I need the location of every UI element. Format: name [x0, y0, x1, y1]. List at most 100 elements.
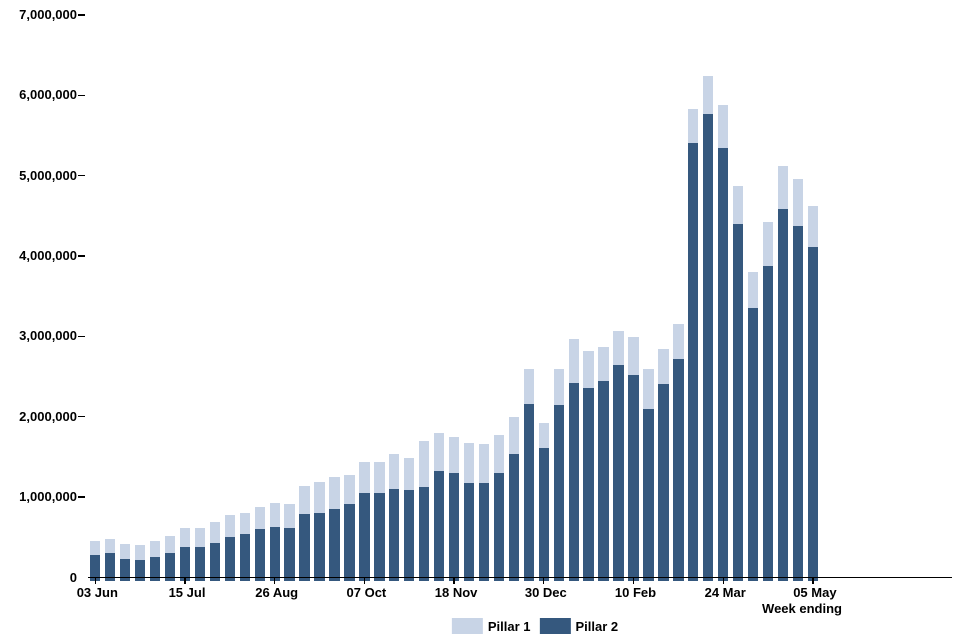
- bar-segment-pillar2: [90, 554, 101, 581]
- bar-segment-pillar2: [688, 142, 699, 581]
- bar: [493, 435, 505, 581]
- bar-segment-pillar1: [688, 108, 699, 143]
- bar-segment-pillar1: [90, 541, 101, 555]
- bar-segment-pillar1: [359, 461, 370, 494]
- bar: [598, 346, 609, 581]
- bar: [224, 515, 236, 581]
- bar: [658, 349, 669, 581]
- bar-segment-pillar1: [314, 481, 325, 514]
- bar: [404, 457, 415, 581]
- bar-segment-pillar2: [762, 266, 774, 581]
- bar: [105, 538, 116, 581]
- bar-segment-pillar2: [344, 503, 355, 581]
- y-axis-label: 7,000,000: [19, 7, 77, 23]
- bar-segment-pillar2: [568, 382, 579, 581]
- legend-swatch-pillar2: [539, 618, 571, 634]
- x-axis-tick: [184, 577, 186, 584]
- bar-segment-pillar2: [732, 224, 744, 581]
- bar: [553, 368, 564, 581]
- bar-segment-pillar1: [643, 368, 654, 410]
- bar: [329, 477, 340, 581]
- bar-segment-pillar2: [508, 453, 520, 581]
- bar: [807, 206, 819, 581]
- y-axis-tick: [78, 416, 85, 418]
- bar: [643, 368, 654, 581]
- x-axis-label: 03 Jun: [76, 585, 118, 600]
- bar-segment-pillar2: [134, 560, 146, 581]
- y-axis-tick: [78, 94, 85, 97]
- bar-segment-pillar1: [120, 544, 131, 559]
- y-axis-tick: [78, 335, 85, 338]
- y-axis-label: 1,000,000: [19, 489, 77, 505]
- bar-segment-pillar1: [269, 502, 280, 528]
- bar-segment-pillar1: [493, 435, 505, 473]
- bar: [284, 504, 295, 581]
- legend-swatch-pillar1: [451, 618, 483, 634]
- bar-segment-pillar1: [239, 513, 250, 535]
- bar-segment-pillar2: [254, 529, 265, 581]
- bar-segment-pillar1: [149, 540, 161, 558]
- x-axis-tick: [274, 577, 276, 584]
- bar-segment-pillar1: [732, 186, 744, 225]
- bar-segment-pillar1: [105, 538, 116, 554]
- bar-segment-pillar2: [658, 384, 669, 581]
- bar-segment-pillar2: [209, 542, 221, 581]
- bar-segment-pillar1: [478, 444, 490, 483]
- bar-segment-pillar1: [419, 440, 430, 488]
- bar: [179, 527, 191, 581]
- bar: [239, 513, 250, 581]
- bar-segment-pillar1: [568, 339, 579, 383]
- bar-segment-pillar2: [792, 225, 804, 581]
- bar: [508, 416, 520, 581]
- bar-segment-pillar2: [538, 447, 549, 581]
- bar-segment-pillar2: [224, 536, 236, 581]
- y-axis-tick: [78, 255, 85, 257]
- x-axis-label: 24 Mar: [704, 585, 746, 600]
- x-axis-label: 05 May: [793, 585, 837, 600]
- x-axis-label: 26 Aug: [255, 585, 299, 600]
- y-axis-label: 5,000,000: [19, 167, 77, 183]
- bar: [673, 324, 684, 581]
- bar-segment-pillar1: [718, 105, 729, 148]
- legend-label-pillar1: Pillar 1: [487, 618, 531, 634]
- bar-segment-pillar1: [134, 545, 146, 561]
- bar-segment-pillar1: [538, 422, 549, 448]
- bar-segment-pillar2: [478, 482, 490, 581]
- bar-segment-pillar1: [209, 522, 221, 543]
- y-axis-label: 4,000,000: [19, 248, 77, 264]
- bar: [538, 422, 549, 581]
- bar-segment-pillar1: [299, 485, 310, 514]
- bar: [149, 540, 161, 581]
- bar-segment-pillar1: [807, 206, 819, 247]
- bar-segment-pillar2: [583, 388, 594, 581]
- bar-segment-pillar2: [194, 546, 206, 581]
- bar-segment-pillar1: [404, 457, 415, 491]
- y-axis-label: 6,000,000: [19, 87, 77, 103]
- bar: [688, 108, 699, 581]
- bar: [209, 522, 221, 581]
- bar-segment-pillar1: [658, 349, 669, 385]
- bar-segment-pillar1: [762, 222, 774, 267]
- bar-segment-pillar2: [299, 513, 310, 581]
- bar-segment-pillar2: [419, 487, 430, 581]
- bar: [254, 506, 265, 581]
- x-axis-title: Week ending: [762, 601, 842, 616]
- legend: Pillar 1 Pillar 2: [451, 618, 618, 634]
- bar: [120, 544, 131, 581]
- bar-segment-pillar2: [718, 147, 729, 581]
- bar-segment-pillar2: [613, 365, 624, 581]
- bar-segment-pillar2: [493, 472, 505, 581]
- x-axis-tick: [722, 577, 724, 584]
- bar: [568, 339, 579, 581]
- bar: [194, 528, 206, 581]
- bar-segment-pillar2: [374, 493, 385, 581]
- bar-segment-pillar1: [224, 515, 236, 537]
- bar-segment-pillar1: [553, 368, 564, 406]
- bar-segment-pillar1: [613, 330, 624, 366]
- bar: [463, 443, 475, 581]
- bar: [314, 481, 325, 581]
- x-axis-line: [88, 577, 952, 579]
- bar-segment-pillar2: [105, 553, 116, 581]
- x-axis-label: 10 Feb: [614, 585, 657, 600]
- bar-segment-pillar2: [463, 483, 475, 581]
